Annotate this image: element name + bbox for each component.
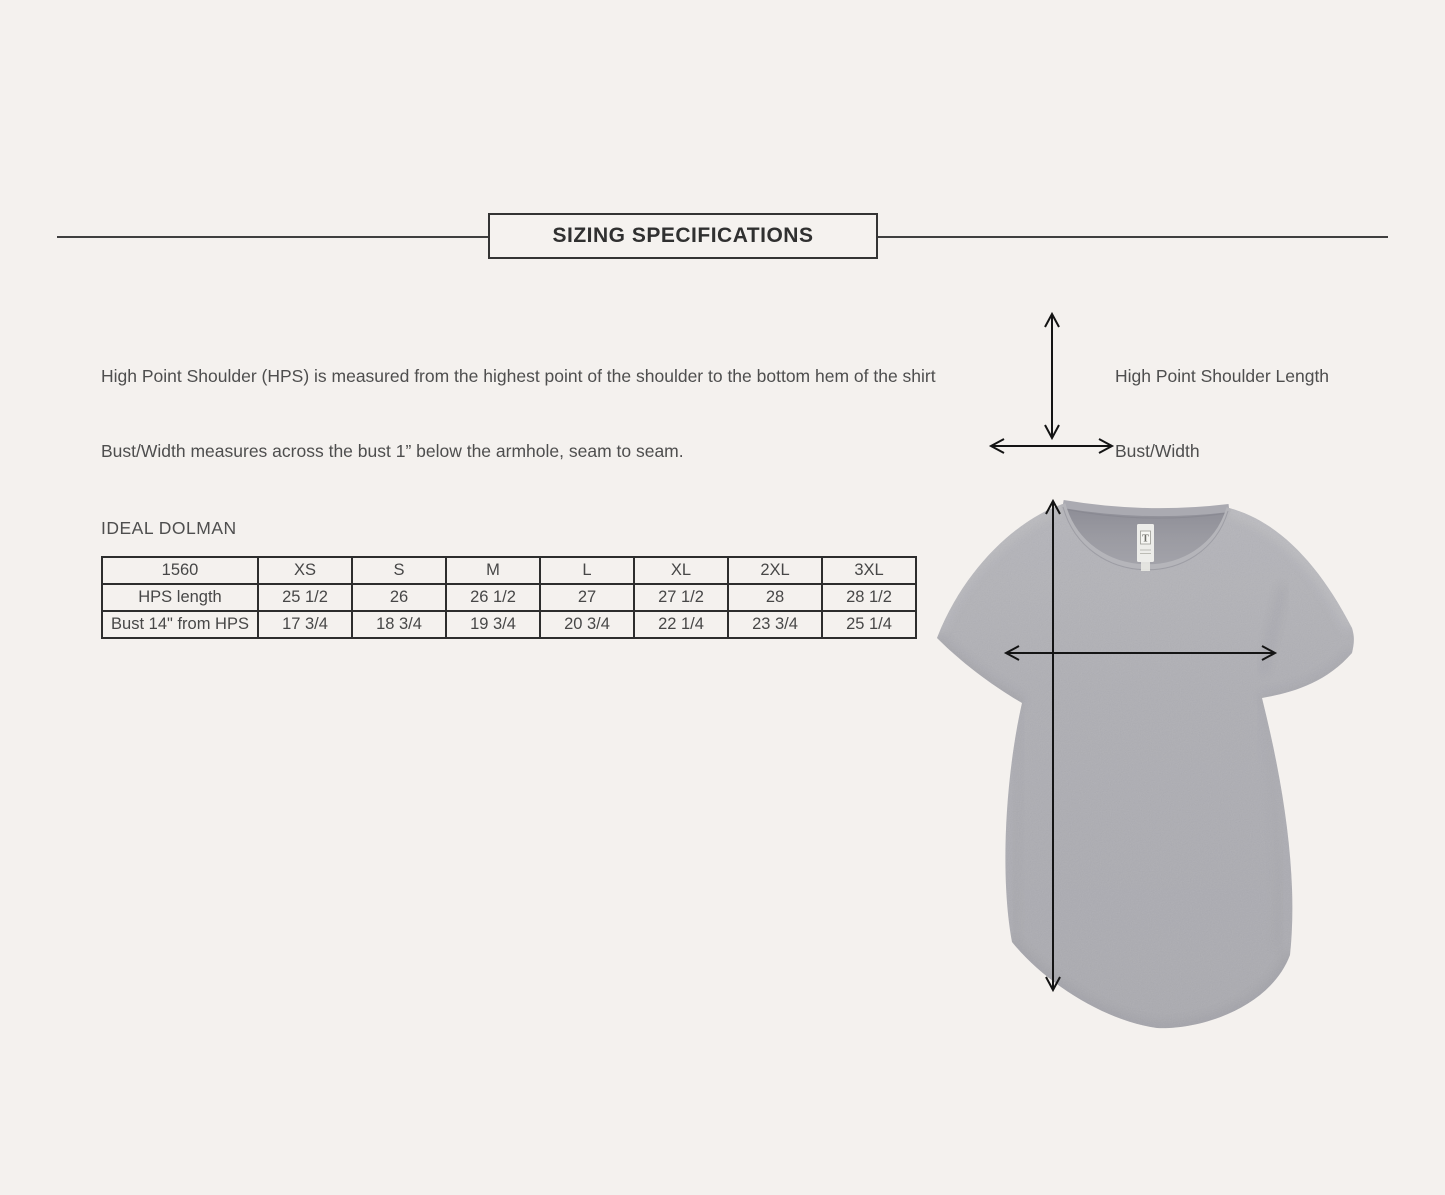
tshirt-body: T	[937, 500, 1354, 1029]
size-chart-cell: 25 1/2	[257, 583, 353, 612]
size-chart-cell: 3XL	[821, 556, 917, 585]
size-chart-cell: 26	[351, 583, 447, 612]
brand-tag-letter: T	[1142, 534, 1149, 545]
measurement-legend-arrows	[988, 311, 1115, 454]
bust-width-arrow	[1003, 645, 1278, 661]
size-chart-cell: 2XL	[727, 556, 823, 585]
tshirt-illustration: T	[937, 498, 1354, 1029]
size-chart-body: 1560 XS S M L XL 2XL 3XL HPS length 25 1/2 26 26 1/…	[101, 556, 917, 639]
size-chart-cell: M	[445, 556, 541, 585]
section-header-box: SIZING SPECIFICATIONS	[488, 213, 878, 259]
hps-length-arrow	[1045, 498, 1061, 993]
size-chart-cell: 27	[539, 583, 635, 612]
size-chart-cell: 26 1/2	[445, 583, 541, 612]
hps-length-label: High Point Shoulder Length	[1115, 366, 1330, 386]
size-chart-cell: 28 1/2	[821, 583, 917, 612]
size-chart-table: 1560 XS S M L XL 2XL 3XL HPS length 25 1/2 26 26 1/…	[101, 556, 917, 639]
page-title: SIZING SPECIFICATIONS	[552, 224, 814, 247]
legend-vertical-arrow	[1044, 311, 1060, 441]
size-chart-row: Bust 14" from HPS 17 3/4 18 3/4 19 3/4 20 3/…	[101, 610, 917, 639]
bust-description: Bust/Width measures across the bust 1” b…	[101, 441, 684, 461]
size-chart-cell: S	[351, 556, 447, 585]
size-chart-cell: XS	[257, 556, 353, 585]
size-chart-cell: 28	[727, 583, 823, 612]
neck-tag: T	[1137, 524, 1154, 571]
size-chart-cell: XL	[633, 556, 729, 585]
bust-width-label: Bust/Width	[1115, 441, 1200, 461]
size-chart-row-label: 1560	[101, 556, 259, 585]
size-chart-cell: 25 1/4	[821, 610, 917, 639]
size-chart-cell: 18 3/4	[351, 610, 447, 639]
product-name: IDEAL DOLMAN	[101, 518, 237, 538]
legend-horizontal-arrow	[988, 438, 1115, 454]
size-chart-row-label: Bust 14" from HPS	[101, 610, 259, 639]
size-chart-header-row: 1560 XS S M L XL 2XL 3XL	[101, 556, 917, 585]
size-chart-cell: 22 1/4	[633, 610, 729, 639]
size-chart-cell: 17 3/4	[257, 610, 353, 639]
size-chart-cell: 27 1/2	[633, 583, 729, 612]
size-chart-cell: L	[539, 556, 635, 585]
hps-description: High Point Shoulder (HPS) is measured fr…	[101, 366, 936, 386]
size-chart-row-label: HPS length	[101, 583, 259, 612]
size-chart-row: HPS length 25 1/2 26 26 1/2 27 27 1/2 28 28 1/2	[101, 583, 917, 612]
size-chart-cell: 23 3/4	[727, 610, 823, 639]
size-chart-cell: 20 3/4	[539, 610, 635, 639]
size-chart-cell: 19 3/4	[445, 610, 541, 639]
